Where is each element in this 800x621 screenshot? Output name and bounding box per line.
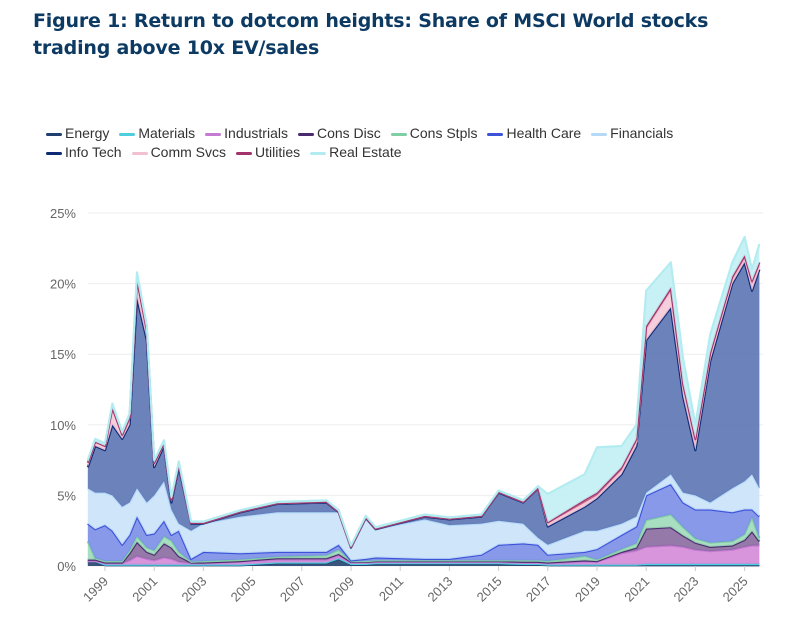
x-tick-label: 2013 (424, 574, 455, 605)
legend-item[interactable]: Industrials (205, 124, 288, 143)
y-tick-label: 25% (50, 206, 76, 221)
legend-item[interactable]: Comm Svcs (131, 143, 227, 162)
legend-item[interactable]: Health Care (487, 124, 581, 143)
legend-swatch (390, 132, 407, 136)
legend-label: Utilities (255, 144, 301, 160)
legend-swatch (310, 151, 327, 155)
legend-swatch (119, 132, 136, 136)
legend-item[interactable]: Info Tech (46, 143, 122, 162)
legend-label: Cons Stpls (409, 125, 478, 141)
x-tick-label: 2025 (720, 574, 751, 605)
legend-swatch (297, 132, 314, 136)
x-tick-label: 2017 (523, 574, 554, 605)
x-tick-label: 2003 (178, 574, 209, 605)
legend-label: Financials (610, 125, 674, 141)
legend-swatch (236, 151, 253, 155)
y-tick-label: 20% (50, 277, 76, 292)
y-tick-label: 15% (50, 347, 76, 362)
legend: Energy Materials Industrials Cons Disc Cons … (46, 124, 766, 162)
legend-label: Real Estate (329, 144, 402, 160)
legend-item[interactable]: Cons Stpls (390, 124, 478, 143)
x-tick-label: 2007 (277, 574, 308, 605)
y-tick-label: 10% (50, 418, 76, 433)
x-tick-label: 2009 (326, 574, 357, 605)
legend-swatch (131, 151, 148, 155)
x-tick-label: 2011 (376, 574, 406, 604)
legend-label: Cons Disc (316, 125, 381, 141)
line-real-estate (86, 235, 761, 547)
x-tick-label: 2005 (228, 574, 259, 605)
legend-swatch (46, 151, 62, 155)
legend-item[interactable]: Utilities (236, 143, 300, 162)
y-tick-label: 5% (57, 488, 76, 503)
legend-label: Info Tech (65, 144, 122, 160)
legend-label: Materials (138, 125, 196, 141)
x-tick-label: 1999 (80, 574, 111, 605)
chart-title: Figure 1: Return to dotcom heights: Shar… (33, 10, 709, 59)
x-tick-label: 2019 (572, 574, 603, 605)
legend-item[interactable]: Cons Disc (297, 124, 381, 143)
x-tick-label: 2001 (129, 574, 160, 605)
legend-swatch (591, 132, 608, 136)
legend-item[interactable]: Materials (119, 124, 195, 143)
legend-item[interactable]: Financials (591, 124, 673, 143)
legend-item[interactable]: Real Estate (310, 143, 402, 162)
x-tick-label: 2015 (474, 574, 505, 605)
legend-label: Industrials (224, 125, 288, 141)
legend-label: Health Care (506, 125, 582, 141)
legend-label: Comm Svcs (150, 144, 227, 160)
y-tick-label: 0% (57, 559, 76, 574)
legend-swatch (205, 132, 222, 136)
x-tick-label: 2023 (670, 574, 701, 605)
legend-swatch (46, 132, 62, 136)
legend-item[interactable]: Energy (46, 124, 109, 143)
area-financials (87, 474, 760, 561)
area-real-estate (87, 237, 760, 547)
legend-label: Energy (65, 125, 110, 141)
x-tick-label: 2021 (621, 574, 652, 605)
legend-swatch (487, 132, 504, 136)
area-industrials (87, 545, 760, 565)
area-cons-disc (87, 527, 760, 564)
